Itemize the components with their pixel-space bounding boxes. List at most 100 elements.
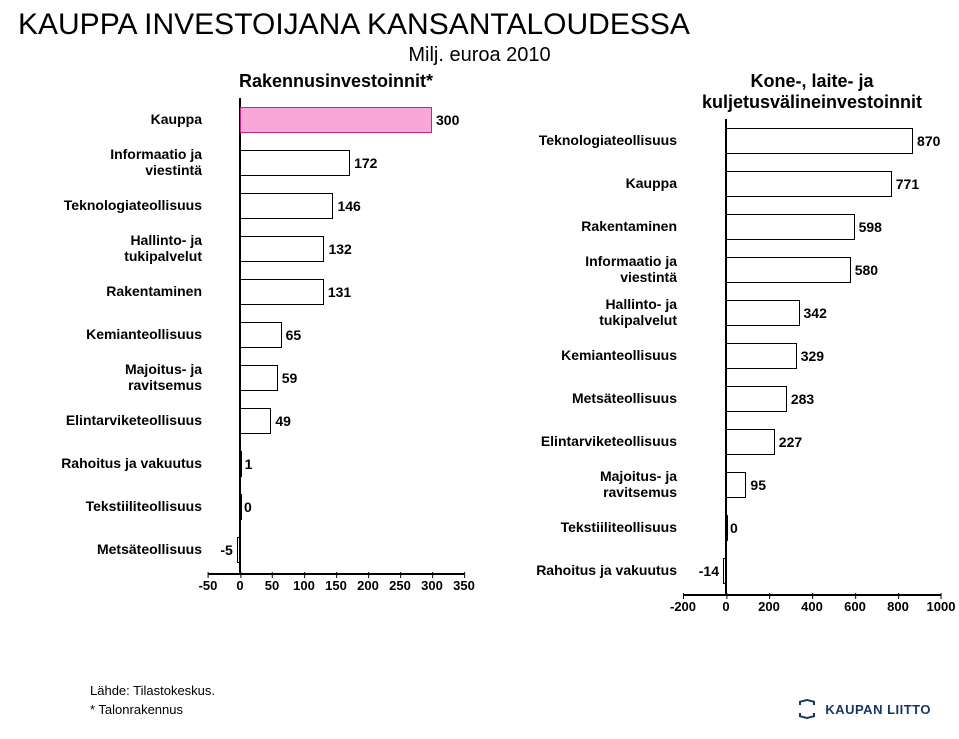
x-tick: 0 xyxy=(236,578,243,593)
bar xyxy=(726,472,746,498)
x-tick: 300 xyxy=(421,578,443,593)
category-label: Kemianteollisuus xyxy=(18,313,208,356)
bar xyxy=(726,300,800,326)
category-label: Elintarviketeollisuus xyxy=(513,420,683,463)
x-tick: 1000 xyxy=(927,599,956,614)
bar-value-label: 870 xyxy=(917,134,940,148)
charts-row: Rakennusinvestoinnit*KauppaInformaatio j… xyxy=(18,71,941,619)
bar-value-label: 95 xyxy=(750,478,766,492)
category-label: Rakentaminen xyxy=(18,270,208,313)
category-label: Teknologiateollisuus xyxy=(18,184,208,227)
bar xyxy=(240,150,350,176)
category-label: Tekstiiliteollisuus xyxy=(513,506,683,549)
page-title: KAUPPA INVESTOIJANA KANSANTALOUDESSA xyxy=(18,8,941,42)
footer-source: Lähde: Tilastokeskus. xyxy=(90,683,215,698)
category-label: Majoitus- ja ravitsemus xyxy=(513,463,683,506)
bar-value-label: 0 xyxy=(244,500,252,514)
logo: KAUPAN LIITTO xyxy=(795,697,931,721)
category-label: Hallinto- ja tukipalvelut xyxy=(18,227,208,270)
category-label: Kauppa xyxy=(18,98,208,141)
bar xyxy=(240,193,333,219)
bar xyxy=(240,236,324,262)
bar xyxy=(240,107,432,133)
footer-note: * Talonrakennus xyxy=(90,702,215,717)
chart-left: Rakennusinvestoinnit*KauppaInformaatio j… xyxy=(18,71,464,619)
bar-value-label: 329 xyxy=(801,349,824,363)
category-label: Rakentaminen xyxy=(513,205,683,248)
bar-value-label: 131 xyxy=(328,285,351,299)
x-tick: 800 xyxy=(887,599,909,614)
bar xyxy=(240,451,242,477)
bar xyxy=(240,279,324,305)
x-tick: -50 xyxy=(199,578,218,593)
x-tick: 400 xyxy=(801,599,823,614)
x-tick: 50 xyxy=(265,578,279,593)
bar xyxy=(240,365,278,391)
bar-value-label: 0 xyxy=(730,521,738,535)
bar xyxy=(240,408,271,434)
bar-value-label: -5 xyxy=(220,543,232,557)
x-ticks: -20002004006008001000 xyxy=(683,599,941,619)
bar-value-label: 580 xyxy=(855,263,878,277)
bar xyxy=(726,429,775,455)
bar xyxy=(240,322,282,348)
category-label: Elintarviketeollisuus xyxy=(18,399,208,442)
x-tick: -200 xyxy=(670,599,696,614)
category-label: Informaatio ja viestintä xyxy=(513,248,683,291)
bar-value-label: 300 xyxy=(436,113,459,127)
x-tick: 350 xyxy=(453,578,475,593)
chart-body: TeknologiateollisuusKauppaRakentaminenIn… xyxy=(513,119,941,595)
plot-area: 870 771 598 580 342 329 283 227 95 0 -14 xyxy=(683,119,941,595)
bar-value-label: 771 xyxy=(896,177,919,191)
bar-value-label: 598 xyxy=(859,220,882,234)
bar xyxy=(726,257,851,283)
x-ticks: -50050100150200250300350 xyxy=(208,578,464,598)
category-label: Majoitus- ja ravitsemus xyxy=(18,356,208,399)
x-tick: 0 xyxy=(722,599,729,614)
bar-value-label: 227 xyxy=(779,435,802,449)
x-tick: 200 xyxy=(357,578,379,593)
bar-value-label: 65 xyxy=(286,328,302,342)
category-label: Tekstiiliteollisuus xyxy=(18,485,208,528)
category-label: Metsäteollisuus xyxy=(18,528,208,571)
bar-value-label: 1 xyxy=(245,457,253,471)
bar xyxy=(726,515,728,541)
category-label: Kauppa xyxy=(513,162,683,205)
bar-value-label: 146 xyxy=(337,199,360,213)
bar-value-label: 342 xyxy=(804,306,827,320)
bar xyxy=(237,537,240,563)
x-tick: 600 xyxy=(844,599,866,614)
bar xyxy=(726,171,892,197)
bar-value-label: 283 xyxy=(791,392,814,406)
x-tick: 250 xyxy=(389,578,411,593)
category-label: Hallinto- ja tukipalvelut xyxy=(513,291,683,334)
x-tick: 150 xyxy=(325,578,347,593)
page: KAUPPA INVESTOIJANA KANSANTALOUDESSA Mil… xyxy=(0,0,959,739)
bar-value-label: 49 xyxy=(275,414,291,428)
bar xyxy=(726,386,787,412)
category-label: Teknologiateollisuus xyxy=(513,119,683,162)
category-label: Informaatio ja viestintä xyxy=(18,141,208,184)
bar xyxy=(726,128,913,154)
page-subtitle: Milj. euroa 2010 xyxy=(18,44,941,67)
bar-value-label: 172 xyxy=(354,156,377,170)
footer: Lähde: Tilastokeskus. * Talonrakennus xyxy=(90,679,215,717)
chart-header: Kone-, laite- ja kuljetusvälineinvestoin… xyxy=(683,71,941,113)
logo-text: KAUPAN LIITTO xyxy=(825,702,931,717)
category-labels: TeknologiateollisuusKauppaRakentaminenIn… xyxy=(513,119,683,595)
chart-body: KauppaInformaatio ja viestintäTeknologia… xyxy=(18,98,464,574)
x-tick: 100 xyxy=(293,578,315,593)
logo-icon xyxy=(795,697,819,721)
category-label: Metsäteollisuus xyxy=(513,377,683,420)
chart-header: Rakennusinvestoinnit* xyxy=(208,71,464,92)
bar-value-label: -14 xyxy=(699,564,719,578)
category-label: Kemianteollisuus xyxy=(513,334,683,377)
bar xyxy=(723,558,726,584)
category-label: Rahoitus ja vakuutus xyxy=(18,442,208,485)
bar xyxy=(726,343,797,369)
category-label: Rahoitus ja vakuutus xyxy=(513,549,683,592)
bar xyxy=(240,494,242,520)
plot-area: 30017214613213165594910-5 xyxy=(208,98,464,574)
x-tick: 200 xyxy=(758,599,780,614)
chart-right: Kone-, laite- ja kuljetusvälineinvestoin… xyxy=(513,71,941,619)
